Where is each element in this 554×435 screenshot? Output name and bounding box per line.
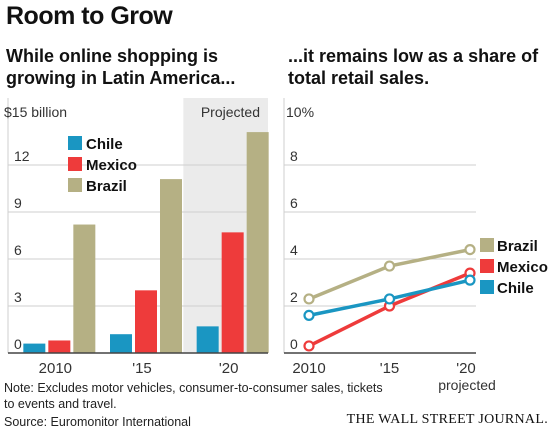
point-chile-2 <box>464 274 476 286</box>
line-y-tick-label: 0 <box>290 336 298 352</box>
point-chile-0 <box>303 309 315 321</box>
point-brazil-0 <box>303 293 315 305</box>
line-legend-swatch-chile <box>480 280 494 294</box>
bar-brazil-2 <box>246 132 269 353</box>
line-legend-label-mexico: Mexico <box>497 259 548 276</box>
line-y-tick-label: 2 <box>290 289 298 305</box>
legend-swatch-brazil <box>68 178 82 192</box>
legend-label-chile: Chile <box>86 136 123 153</box>
line-legend-swatch-mexico <box>480 259 494 273</box>
point-chile-1 <box>383 293 396 305</box>
line-y-tick-label: 4 <box>290 242 298 258</box>
bar-mexico-1 <box>135 290 157 353</box>
line-x-tick-label: 2010 <box>292 360 325 377</box>
bar-y-tick-label: 3 <box>14 289 22 305</box>
bar-brazil-0 <box>73 224 96 353</box>
publisher-logo: THE WALL STREET JOURNAL. <box>346 412 548 427</box>
line-legend-label-brazil: Brazil <box>497 238 538 255</box>
legend-swatch-chile <box>68 136 82 150</box>
line-y-tick-label: 8 <box>290 148 298 164</box>
bar-y-tick-label: 6 <box>14 242 22 258</box>
bar-x-tick-label: '15 <box>132 360 152 377</box>
bar-y-tick-label: 9 <box>14 195 22 211</box>
line-y-axis-label: 10% <box>286 104 314 120</box>
bar-x-tick-label: '20 <box>219 360 239 377</box>
point-mexico-0 <box>303 340 315 352</box>
bar-chart: Projected 0 3 6 9 12 $15 billion 2010 '15 '20 Chil… <box>4 98 269 377</box>
left-chart-subtitle: While online shopping is growing in Lati… <box>6 46 236 88</box>
point-brazil-2 <box>464 244 476 256</box>
line-series-brazil <box>308 247 471 301</box>
point-brazil-1 <box>383 260 396 272</box>
bar-chile-0 <box>23 343 46 353</box>
line-x-tick-label: '15 <box>380 360 400 377</box>
bar-y-tick-label: 0 <box>14 336 22 352</box>
note-line-2: to events and travel. <box>4 397 117 411</box>
source-note: Source: Euromonitor International <box>4 415 191 429</box>
legend-swatch-mexico <box>68 157 82 171</box>
legend-label-mexico: Mexico <box>86 157 137 174</box>
line-x-tick-label: '20 <box>456 360 476 377</box>
line-x-projected-note: projected <box>438 377 496 393</box>
bar-chile-1 <box>110 334 132 353</box>
chart-title: Room to Grow <box>6 2 173 30</box>
line-legend-swatch-brazil <box>480 238 494 252</box>
bar-x-tick-label: 2010 <box>39 360 72 377</box>
bar-brazil-1 <box>160 179 182 353</box>
bar-mexico-2 <box>221 232 244 353</box>
line-legend-label-chile: Chile <box>497 280 534 297</box>
projected-label: Projected <box>201 104 260 120</box>
line-y-tick-label: 6 <box>290 195 298 211</box>
right-chart-subtitle: ...it remains low as a share of total re… <box>288 46 539 88</box>
bar-chile-2 <box>196 326 219 353</box>
note-line-1: Note: Excludes motor vehicles, consumer-… <box>4 381 383 395</box>
bar-y-tick-label: 12 <box>14 148 30 164</box>
bar-mexico-0 <box>48 340 71 353</box>
legend-label-brazil: Brazil <box>86 178 127 195</box>
bar-y-axis-label: $15 billion <box>4 104 67 120</box>
